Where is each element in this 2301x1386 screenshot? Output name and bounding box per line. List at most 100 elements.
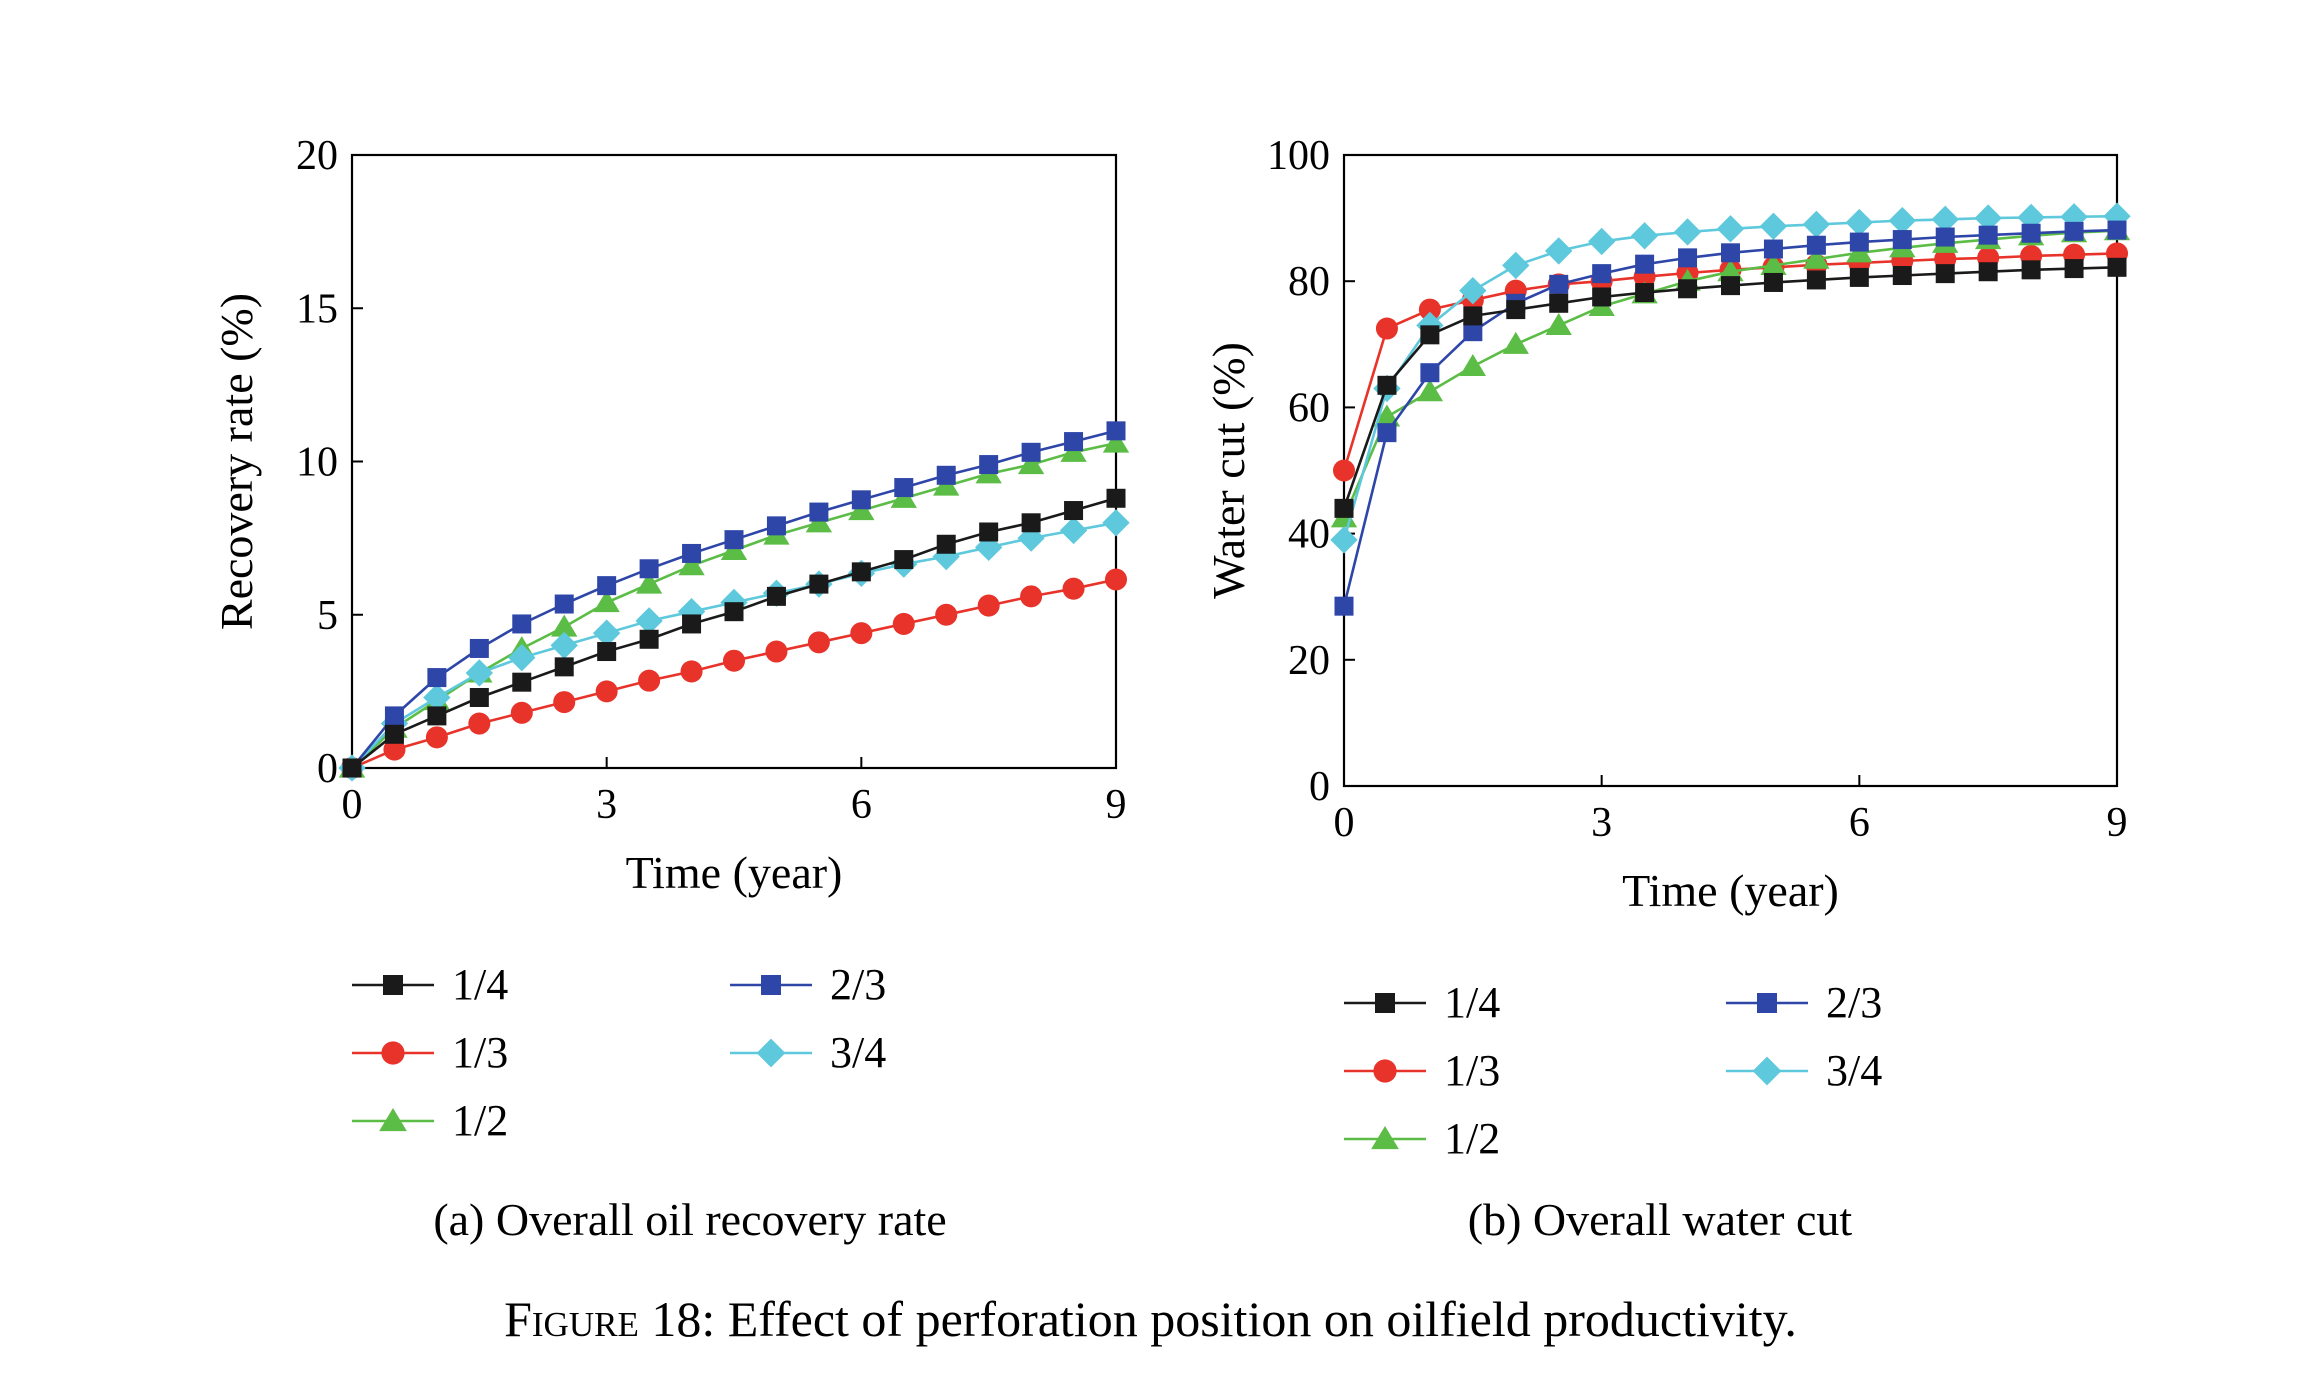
data-point-2-3 — [1721, 243, 1740, 263]
data-point-1-4 — [1892, 266, 1912, 286]
data-point-3-4 — [1716, 215, 1745, 243]
data-point-1-4 — [1592, 287, 1612, 307]
data-point-1-3 — [468, 712, 491, 735]
x-tick-label: 6 — [1849, 800, 1870, 846]
legend-entry-1-3: 1/3 — [1344, 1046, 1500, 1095]
data-point-3-4 — [465, 659, 494, 687]
legend-label: 1/2 — [452, 1096, 508, 1145]
y-axis-label: Water cut (%) — [1203, 342, 1254, 599]
data-point-1-2 — [1373, 404, 1401, 427]
data-point-2-3 — [597, 576, 617, 596]
data-point-3-4 — [2017, 203, 2045, 232]
series-2-3 — [342, 421, 1126, 778]
data-point-1-4 — [1763, 272, 1783, 292]
panel-caption: (b) Overall water cut — [1468, 1194, 1853, 1245]
data-point-1-3 — [1418, 298, 1441, 321]
legend-entry-1-2: 1/2 — [352, 1096, 508, 1145]
y-tick-label: 0 — [1309, 764, 1330, 810]
data-point-3-4 — [423, 683, 451, 712]
data-point-1-4 — [554, 657, 574, 677]
legend-entry-1-4: 1/4 — [352, 960, 508, 1009]
data-point-2-3 — [2107, 220, 2127, 240]
legend-label: 2/3 — [1826, 978, 1882, 1027]
data-point-2-3 — [809, 502, 829, 522]
data-point-1-4 — [1806, 270, 1826, 290]
data-point-2-3 — [1021, 442, 1041, 462]
data-point-1-4 — [427, 706, 447, 726]
data-point-1-4 — [469, 688, 489, 708]
data-point-1-3 — [935, 603, 958, 626]
data-point-1-2 — [1017, 452, 1045, 475]
data-point-3-4 — [508, 643, 536, 672]
data-point-1-4 — [1334, 498, 1354, 518]
data-point-1-3 — [722, 649, 746, 672]
data-point-2-3 — [1064, 432, 1084, 452]
data-point-1-4 — [1935, 264, 1955, 284]
series-1-4 — [342, 488, 1126, 778]
legend-marker-1-2 — [1371, 1125, 1399, 1150]
data-point-2-3 — [1106, 421, 1126, 441]
data-point-1-2 — [678, 553, 705, 576]
data-point-1-4 — [724, 602, 744, 622]
data-point-1-3 — [425, 726, 448, 749]
data-point-3-4 — [1587, 227, 1616, 256]
data-point-2-3 — [2021, 223, 2041, 243]
data-point-1-3 — [595, 680, 618, 703]
data-point-2-3 — [512, 614, 532, 634]
data-point-2-3 — [766, 516, 786, 536]
figure-caption-text: Effect of perforation position on oilfie… — [727, 1291, 1797, 1347]
data-point-1-3 — [510, 701, 533, 724]
legend-marker-3-4 — [1752, 1056, 1782, 1086]
data-point-1-4 — [384, 724, 404, 744]
data-point-3-4 — [1059, 516, 1088, 545]
legend-label: 1/3 — [1444, 1046, 1500, 1095]
data-point-3-4 — [1931, 205, 1959, 234]
legend-entry-1-4: 1/4 — [1344, 978, 1500, 1027]
data-point-2-3 — [1549, 274, 1569, 294]
legend-marker-1-2 — [379, 1107, 407, 1132]
data-point-1-4 — [1064, 501, 1084, 521]
data-point-1-3 — [892, 612, 915, 635]
data-point-1-4 — [1978, 262, 1998, 282]
data-point-1-4 — [1549, 293, 1569, 313]
data-point-1-4 — [894, 550, 914, 570]
legend-entry-2-3: 2/3 — [1726, 978, 1882, 1027]
legend-label: 3/4 — [1826, 1046, 1882, 1095]
data-point-2-3 — [639, 559, 659, 579]
data-point-1-2 — [1459, 354, 1487, 376]
legend-marker-1-3 — [1373, 1059, 1397, 1083]
legend-marker-1-3 — [381, 1041, 405, 1065]
y-tick-label: 5 — [317, 593, 338, 639]
y-tick-label: 20 — [296, 133, 338, 179]
data-point-2-3 — [851, 490, 871, 510]
data-point-1-4 — [682, 614, 702, 634]
data-point-2-3 — [1892, 230, 1912, 250]
y-tick-label: 40 — [1288, 512, 1330, 558]
data-point-3-4 — [1974, 204, 2002, 232]
legend-marker-3-4 — [756, 1038, 786, 1068]
data-point-1-2 — [593, 590, 620, 613]
data-point-1-3 — [1020, 585, 1043, 608]
data-point-1-2 — [551, 614, 578, 637]
data-point-1-4 — [1678, 279, 1698, 299]
figure-caption-label: Figure 18: — [504, 1291, 716, 1347]
data-point-2-3 — [384, 706, 404, 726]
data-point-1-3 — [553, 691, 576, 714]
y-tick-label: 0 — [317, 746, 338, 792]
panel-b-water-cut: 0 20 40 60 80 100 0 3 6 9 Time (year) Water cut (%)… — [1203, 133, 2131, 1245]
data-point-3-4 — [1459, 276, 1487, 305]
legend-marker-1-4 — [383, 975, 403, 995]
y-tick-label: 15 — [296, 286, 338, 332]
legend-label: 1/3 — [452, 1028, 508, 1077]
legend-marker-2-3 — [761, 975, 781, 995]
data-point-2-3 — [1978, 225, 1998, 245]
legend-entry-1-3: 1/3 — [352, 1028, 508, 1077]
data-point-2-3 — [1678, 248, 1698, 268]
data-point-1-4 — [766, 586, 786, 606]
data-point-2-3 — [427, 668, 447, 688]
data-point-1-2 — [1545, 313, 1572, 335]
data-point-3-4 — [550, 631, 578, 660]
data-point-2-3 — [1334, 596, 1354, 616]
data-point-1-3 — [807, 631, 830, 654]
x-tick-label: 9 — [2107, 800, 2128, 846]
